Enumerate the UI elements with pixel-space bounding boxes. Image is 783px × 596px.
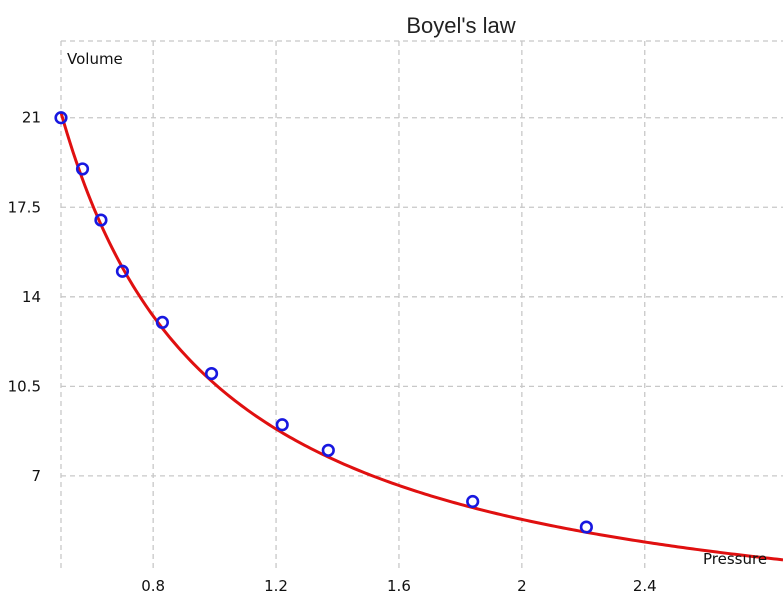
y-tick-label: 10.5 [8,377,41,395]
x-tick-label: 1.2 [264,577,288,595]
x-axis-label: Pressure [703,550,767,568]
y-tick-label: 21 [22,109,41,127]
x-tick-label: 2 [517,577,527,595]
data-point [579,520,593,534]
y-tick-label: 17.5 [8,198,41,216]
grid-layer [60,40,783,568]
data-point [115,264,130,278]
data-point [204,366,219,381]
data-point [94,213,108,227]
fit-curve-layer [59,112,783,562]
tick-labels: 0.8 1.2 1.6 2 2.4 7 10.5 14 17.5 21 [8,109,657,595]
chart-title: Boyel's law [406,13,515,38]
data-point [155,315,169,330]
x-tick-label: 0.8 [141,577,165,595]
data-point [321,443,335,457]
y-tick-label: 7 [31,467,41,485]
y-axis-label: Volume [67,50,123,68]
y-tick-label: 14 [22,288,41,306]
data-point [75,162,90,176]
data-point [54,111,68,125]
points-layer [54,111,593,534]
fit-curve [59,112,783,562]
data-point [466,494,480,509]
x-tick-label: 2.4 [633,577,657,595]
data-point [275,418,289,432]
x-tick-label: 1.6 [387,577,411,595]
